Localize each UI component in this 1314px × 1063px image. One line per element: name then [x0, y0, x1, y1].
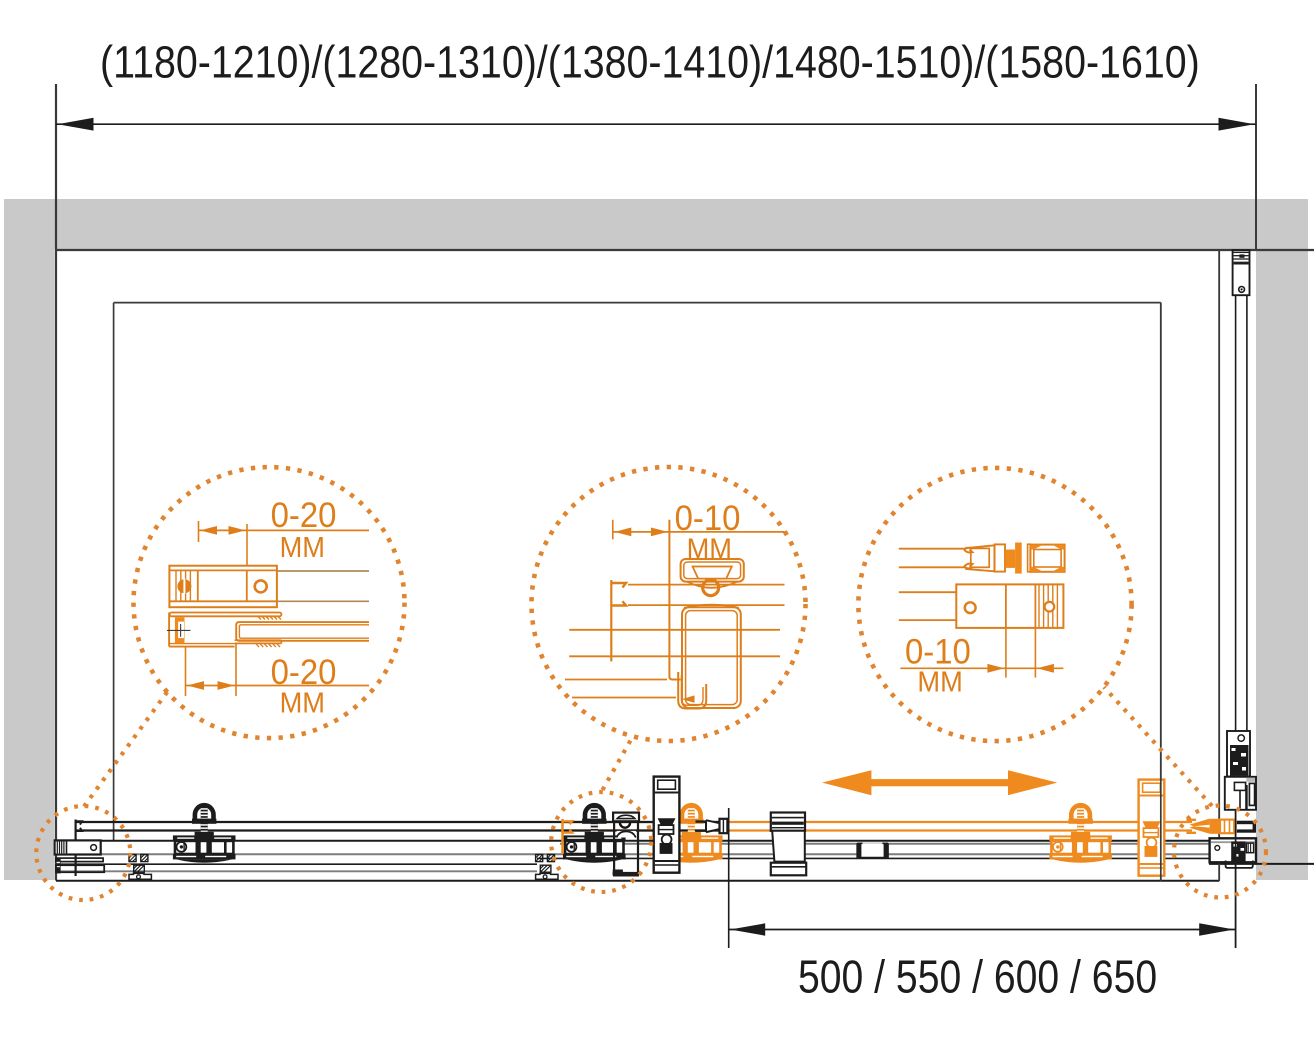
svg-text:0-20: 0-20	[271, 653, 337, 692]
svg-text:MM: MM	[687, 533, 732, 565]
svg-text:0-10: 0-10	[905, 633, 971, 672]
svg-text:(1180-1210)/(1280-1310)/(1380-: (1180-1210)/(1280-1310)/(1380-1410)/1480…	[100, 37, 1200, 87]
svg-text:0-20: 0-20	[271, 496, 337, 535]
svg-text:500 / 550 / 600 / 650: 500 / 550 / 600 / 650	[798, 951, 1157, 1003]
svg-text:MM: MM	[280, 687, 325, 719]
svg-text:0-10: 0-10	[675, 499, 741, 538]
svg-text:MM: MM	[917, 666, 962, 698]
svg-text:MM: MM	[280, 531, 325, 563]
